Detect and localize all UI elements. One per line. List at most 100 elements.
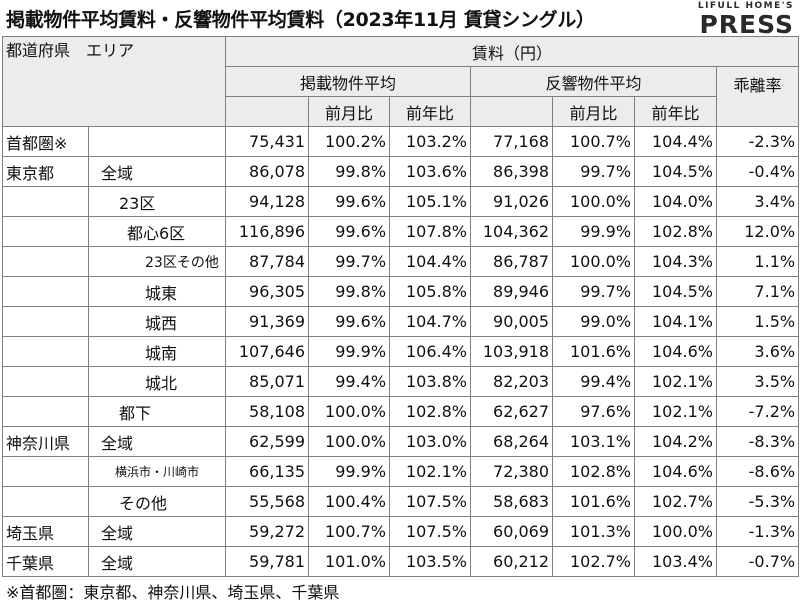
listed-mom-cell: 100.0% — [308, 396, 391, 427]
listed-yoy-cell: 106.4% — [389, 336, 472, 367]
listed-yoy-cell: 102.1% — [389, 456, 472, 487]
listed-rent-cell: 66,135 — [225, 456, 310, 487]
listed-mom-cell: 100.2% — [308, 126, 391, 157]
response-mom-cell: 101.6% — [552, 336, 636, 367]
listed-mom-cell: 100.7% — [308, 516, 391, 547]
table-row: 23区その他 87,784 99.7% 104.4% 86,787 100.0%… — [2, 246, 800, 277]
response-mom-cell: 97.6% — [552, 396, 636, 427]
listed-yoy-cell: 105.1% — [389, 186, 472, 217]
area-cell: 全域 — [87, 156, 227, 187]
response-mom-cell: 100.0% — [552, 246, 636, 277]
header-rent: 賃料（円） — [225, 36, 800, 67]
pref-cell — [2, 186, 89, 217]
rent-table: 都道府県 エリア 賃料（円） 掲載物件平均 反響物件平均 乖離率 前月比 前年比… — [1, 36, 800, 577]
listed-mom-cell: 99.9% — [308, 336, 391, 367]
response-rent-cell: 82,203 — [470, 366, 554, 397]
pref-cell — [2, 276, 89, 307]
response-mom-cell: 99.4% — [552, 366, 636, 397]
header-spacer — [225, 96, 310, 127]
area-cell: 都心6区 — [87, 216, 227, 247]
response-rent-cell: 60,069 — [470, 516, 554, 547]
listed-mom-cell: 99.8% — [308, 276, 391, 307]
area-cell: 城東 — [87, 276, 227, 307]
response-mom-cell: 99.0% — [552, 306, 636, 337]
pref-cell — [2, 336, 89, 367]
header-listed-yoy: 前年比 — [389, 96, 472, 127]
response-mom-cell: 102.8% — [552, 456, 636, 487]
table-row: 都下 58,108 100.0% 102.8% 62,627 97.6% 102… — [2, 396, 800, 427]
divergence-cell: 12.0% — [716, 216, 800, 247]
listed-rent-cell: 87,784 — [225, 246, 310, 277]
divergence-cell: 1.5% — [716, 306, 800, 337]
divergence-cell: -0.7% — [716, 546, 800, 577]
response-yoy-cell: 104.6% — [634, 336, 718, 367]
listed-mom-cell: 101.0% — [308, 546, 391, 577]
pref-cell — [2, 486, 89, 517]
divergence-cell: -5.3% — [716, 486, 800, 517]
divergence-cell: 3.4% — [716, 186, 800, 217]
brand-logo: LIFULL HOME'S PRESS — [684, 1, 794, 38]
listed-rent-cell: 55,568 — [225, 486, 310, 517]
response-yoy-cell: 104.4% — [634, 126, 718, 157]
divergence-cell: -8.6% — [716, 456, 800, 487]
response-rent-cell: 86,398 — [470, 156, 554, 187]
divergence-cell: -7.2% — [716, 396, 800, 427]
divergence-cell: -0.4% — [716, 156, 800, 187]
response-yoy-cell: 102.7% — [634, 486, 718, 517]
header-listed-mom: 前月比 — [308, 96, 391, 127]
listed-yoy-cell: 103.2% — [389, 126, 472, 157]
listed-rent-cell: 96,305 — [225, 276, 310, 307]
response-yoy-cell: 104.5% — [634, 156, 718, 187]
listed-yoy-cell: 102.8% — [389, 396, 472, 427]
area-cell: その他 — [87, 486, 227, 517]
listed-rent-cell: 107,646 — [225, 336, 310, 367]
pref-cell: 千葉県 — [2, 546, 89, 577]
response-rent-cell: 58,683 — [470, 486, 554, 517]
header-divergence: 乖離率 — [716, 66, 800, 127]
table-row: 横浜市・川崎市 66,135 99.9% 102.1% 72,380 102.8… — [2, 456, 800, 487]
listed-mom-cell: 99.6% — [308, 306, 391, 337]
listed-rent-cell: 91,369 — [225, 306, 310, 337]
table-row: 23区 94,128 99.6% 105.1% 91,026 100.0% 10… — [2, 186, 800, 217]
response-rent-cell: 86,787 — [470, 246, 554, 277]
table-row: 城東 96,305 99.8% 105.8% 89,946 99.7% 104.… — [2, 276, 800, 307]
area-cell: 全域 — [87, 516, 227, 547]
area-cell: 城西 — [87, 306, 227, 337]
response-rent-cell: 77,168 — [470, 126, 554, 157]
response-yoy-cell: 104.6% — [634, 456, 718, 487]
response-yoy-cell: 102.8% — [634, 216, 718, 247]
header-row-1: 都道府県 エリア 賃料（円） — [1, 36, 800, 127]
divergence-cell: -1.3% — [716, 516, 800, 547]
listed-rent-cell: 116,896 — [225, 216, 310, 247]
response-rent-cell: 68,264 — [470, 426, 554, 457]
header-pref-area: 都道府県 エリア — [1, 36, 227, 127]
divergence-cell: -2.3% — [716, 126, 800, 157]
area-cell: 都下 — [87, 396, 227, 427]
response-yoy-cell: 103.4% — [634, 546, 718, 577]
response-mom-cell: 99.9% — [552, 216, 636, 247]
table-row: 千葉県 全域 59,781 101.0% 103.5% 60,212 102.7… — [2, 546, 800, 577]
listed-yoy-cell: 103.8% — [389, 366, 472, 397]
header-response-avg: 反響物件平均 — [470, 66, 718, 97]
response-yoy-cell: 104.3% — [634, 246, 718, 277]
response-yoy-cell: 104.2% — [634, 426, 718, 457]
area-cell — [87, 126, 227, 157]
listed-yoy-cell: 107.5% — [389, 516, 472, 547]
listed-rent-cell: 59,272 — [225, 516, 310, 547]
listed-mom-cell: 99.7% — [308, 246, 391, 277]
table-row: 埼玉県 全域 59,272 100.7% 107.5% 60,069 101.3… — [2, 516, 800, 547]
header-spacer — [470, 96, 554, 127]
listed-yoy-cell: 103.6% — [389, 156, 472, 187]
listed-rent-cell: 59,781 — [225, 546, 310, 577]
response-rent-cell: 91,026 — [470, 186, 554, 217]
response-yoy-cell: 104.0% — [634, 186, 718, 217]
listed-rent-cell: 58,108 — [225, 396, 310, 427]
pref-cell: 東京都 — [2, 156, 89, 187]
listed-mom-cell: 99.6% — [308, 216, 391, 247]
listed-rent-cell: 62,599 — [225, 426, 310, 457]
listed-yoy-cell: 105.8% — [389, 276, 472, 307]
listed-yoy-cell: 103.5% — [389, 546, 472, 577]
divergence-cell: 3.6% — [716, 336, 800, 367]
listed-yoy-cell: 104.7% — [389, 306, 472, 337]
response-rent-cell: 60,212 — [470, 546, 554, 577]
